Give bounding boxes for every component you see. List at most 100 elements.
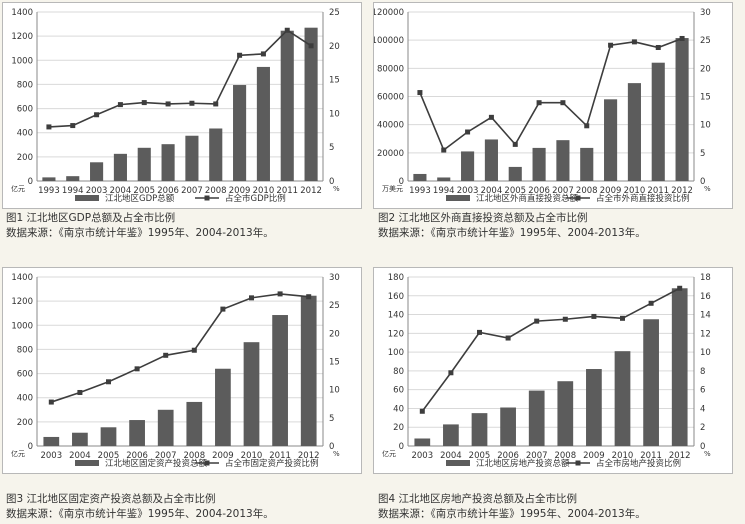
line-point	[419, 408, 425, 414]
caption-1: 图1 江北地区GDP总额及占全市比例 数据来源：《南京市统计年鉴》1995年、2…	[6, 211, 274, 241]
y-tick-label: 1000	[11, 56, 33, 66]
y-tick-label: 20	[393, 423, 404, 433]
y2-tick-label: 15	[700, 93, 711, 103]
x-tick-label: 2007	[552, 186, 574, 196]
y2-tick-label: 25	[700, 36, 711, 46]
y-tick-label: 100	[388, 348, 404, 358]
y2-tick-label: 0	[700, 442, 705, 452]
bar	[100, 427, 117, 446]
caption-3: 图3 江北地区固定资产投资总额及占全市比例 数据来源：《南京市统计年鉴》1995…	[6, 492, 274, 522]
legend-bar-label: 江北地区外商直接投资总额	[476, 193, 579, 204]
y-tick-label: 140	[388, 311, 404, 321]
x-tick-label: 1993	[409, 186, 431, 196]
x-tick-label: 2009	[212, 451, 234, 461]
legend-line-marker	[575, 195, 581, 201]
chart-panel-3: 0 200 400 600 800 1000 1200 1400 0 5 10 15 20 25 30 亿元%…	[2, 267, 362, 474]
x-tick-label: 2004	[440, 451, 462, 461]
line-point	[117, 102, 123, 108]
y-tick-label: 400	[17, 129, 33, 139]
x-tick-label: 2012	[298, 451, 320, 461]
chart-2-svg: 0 20000 40000 60000 80000 100000 120000 0 5 10 15 2…	[374, 8, 711, 204]
y-tick-label: 0	[399, 442, 404, 452]
line-point	[70, 123, 76, 129]
series-line	[48, 29, 312, 128]
line-point	[534, 318, 540, 324]
x-tick-label: 1993	[38, 186, 60, 196]
y2-tick-label: 15	[329, 358, 340, 368]
line-point	[417, 90, 423, 96]
bar	[66, 176, 80, 181]
bar	[233, 85, 247, 181]
x-tick-label: 2005	[133, 186, 155, 196]
bar	[500, 407, 516, 446]
line-point	[220, 306, 226, 312]
caption-title: 图2 江北地区外商直接投资总额及占全市比例	[378, 212, 588, 224]
y-tick-label: 80000	[377, 64, 404, 74]
y-tick-label: 0	[28, 442, 33, 452]
y-tick-label: 1000	[11, 321, 33, 331]
bar	[471, 413, 488, 446]
bar	[614, 351, 631, 446]
line-point	[284, 27, 290, 33]
line-point	[163, 352, 169, 358]
legend-bar-label: 江北地区GDP总额	[105, 193, 175, 204]
bar	[300, 295, 317, 446]
line-point	[189, 100, 195, 106]
legend-line-marker	[204, 460, 210, 466]
y2-tick-label: 2	[700, 423, 705, 433]
y2-unit-label: %	[704, 450, 711, 458]
chart-4-svg: 0 20 40 60 80 100 120 140 160 180 0 2 4 6 8 10 12 14 16 18 亿…	[382, 273, 711, 469]
y2-tick-label: 0	[329, 442, 334, 452]
chart-3-svg: 0 200 400 600 800 1000 1200 1400 0 5 10 15 20 25 30 亿元%…	[11, 273, 340, 469]
y2-tick-label: 20	[700, 64, 711, 74]
line-point	[677, 285, 683, 291]
bar	[508, 166, 522, 181]
x-tick-label: 2010	[253, 186, 275, 196]
x-tick-label: 1994	[62, 186, 84, 196]
legend-line-label: 占全市房地产投资比例	[596, 458, 681, 469]
y-tick-label: 80	[393, 367, 404, 377]
bar	[113, 153, 127, 181]
y2-tick-label: 10	[700, 348, 711, 358]
x-tick-label: 2010	[612, 451, 634, 461]
bar	[215, 368, 231, 446]
x-tick-label: 2006	[528, 186, 550, 196]
y-tick-label: 1400	[11, 273, 33, 283]
line-point	[277, 291, 283, 297]
bar	[90, 162, 104, 181]
x-tick-label: 2011	[647, 186, 669, 196]
legend-bar-swatch	[446, 195, 470, 201]
legend-line-marker	[204, 195, 210, 201]
x-tick-label: 2005	[504, 186, 526, 196]
bar	[272, 315, 288, 446]
x-tick-label: 2005	[98, 451, 120, 461]
y2-tick-label: 5	[329, 143, 334, 153]
line-point	[448, 370, 454, 376]
caption-title: 图3 江北地区固定资产投资总额及占全市比例	[6, 493, 216, 505]
x-tick-label: 2009	[600, 186, 622, 196]
line-point	[134, 366, 140, 372]
x-tick-label: 2010	[241, 451, 263, 461]
series-line	[51, 293, 309, 403]
y2-tick-label: 25	[329, 301, 340, 311]
y-tick-label: 60	[393, 386, 404, 396]
series-line	[419, 37, 683, 152]
y2-tick-label: 6	[700, 386, 705, 396]
bar	[651, 62, 665, 182]
line-point	[441, 147, 447, 153]
bar	[209, 128, 223, 181]
x-tick-label: 2004	[69, 451, 91, 461]
bar	[528, 390, 545, 446]
x-tick-label: 2012	[671, 186, 693, 196]
y2-tick-label: 8	[700, 367, 705, 377]
bar	[414, 438, 431, 446]
y2-tick-label: 10	[329, 109, 340, 119]
x-tick-label: 2011	[640, 451, 662, 461]
y2-tick-label: 5	[700, 149, 705, 159]
caption-source: 数据来源：《南京市统计年鉴》1995年、2004-2013年。	[378, 227, 646, 239]
bar	[557, 381, 574, 446]
line-point	[620, 315, 625, 321]
y2-tick-label: 14	[700, 311, 711, 321]
bar	[484, 139, 498, 181]
line-point	[505, 335, 511, 341]
